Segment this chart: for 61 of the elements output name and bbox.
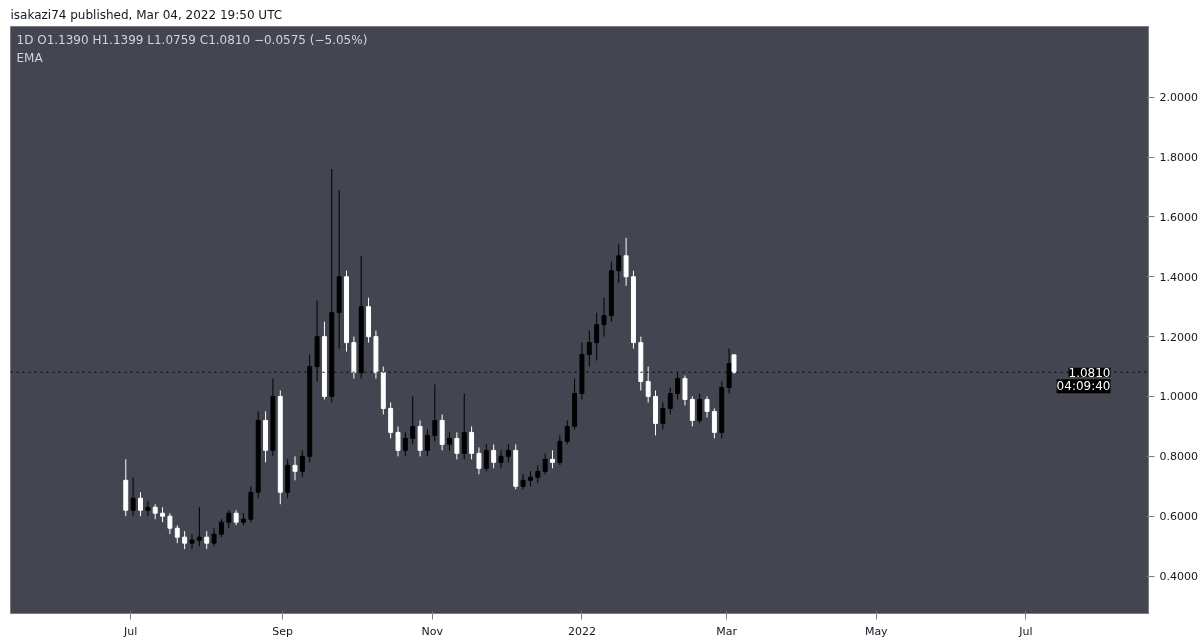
- text: 1D O1.1390 H1.1399 L1.0759 C1.0810 −0.0575 (−5.05%): [16, 32, 368, 47]
- y-tick-label: 2.0000: [1159, 91, 1198, 105]
- candlestick: [697, 392, 703, 424]
- candlestick: [542, 452, 548, 475]
- candlestick: [424, 428, 430, 457]
- candlestick: [645, 366, 651, 403]
- candlestick: [564, 419, 570, 445]
- candlestick: [189, 533, 195, 550]
- candlestick: [402, 431, 408, 457]
- y-tick-label: 0.8000: [1159, 450, 1198, 464]
- candlestick: [299, 449, 305, 478]
- candlestick: [196, 506, 202, 547]
- candlestick: [432, 384, 438, 442]
- candlestick: [292, 455, 298, 481]
- candlestick: [623, 237, 629, 287]
- candlestick: [167, 512, 173, 535]
- x-tick-label: Jul: [1018, 624, 1033, 638]
- candlestick: [667, 387, 673, 415]
- candlestick: [454, 431, 460, 460]
- candlestick: [731, 354, 737, 375]
- y-tick-label: 0.6000: [1159, 510, 1198, 524]
- candlestick: [711, 407, 717, 439]
- x-tick-label: Jul: [123, 624, 138, 638]
- candlestick: [461, 392, 467, 460]
- candlestick: [557, 434, 563, 466]
- chart-subtitle: isakazi74 published, Mar 04, 2022 19:50 UTC: [10, 7, 283, 22]
- annotation: EMA: [16, 50, 44, 65]
- x-tick-label: Sep: [272, 624, 294, 638]
- candlestick: [417, 419, 423, 457]
- candlestick: [388, 401, 394, 439]
- candlestick: [138, 491, 143, 517]
- ref-line-label: 1.0810: [1068, 365, 1111, 380]
- candlestick: [520, 473, 526, 490]
- candlestick: [601, 297, 607, 338]
- candlestick: [410, 395, 416, 445]
- candlestick: [469, 425, 475, 460]
- candlestick: [476, 446, 482, 475]
- candlestick: [616, 243, 622, 284]
- x-tick-label: May: [864, 624, 889, 638]
- candlestick: [483, 443, 489, 472]
- candlestick: [130, 476, 136, 517]
- candlestick: [498, 449, 504, 469]
- x-tick-label: Nov: [421, 624, 444, 638]
- candlestick: [439, 413, 445, 451]
- candlestick: [594, 312, 600, 362]
- y-tick-label: 0.4000: [1159, 570, 1198, 584]
- candlestick: [682, 375, 688, 406]
- candlestick: [586, 330, 592, 368]
- y-tick-label: 1.0000: [1159, 390, 1198, 404]
- y-tick-label: 1.6000: [1159, 210, 1198, 224]
- candlestick: [689, 395, 695, 427]
- y-tick-label: 1.2000: [1159, 330, 1198, 344]
- candlestick: [395, 425, 401, 457]
- y-tick-label: 1.4000: [1159, 270, 1198, 284]
- candlestick: [660, 401, 666, 430]
- candlestick: [704, 395, 710, 418]
- x-tick-label: 2022: [567, 624, 596, 638]
- x-tick-label: Mar: [716, 624, 738, 638]
- y-tick-label: 1.8000: [1159, 151, 1198, 165]
- candlestick: [491, 443, 497, 469]
- annotation: 04:09:40: [1056, 379, 1111, 394]
